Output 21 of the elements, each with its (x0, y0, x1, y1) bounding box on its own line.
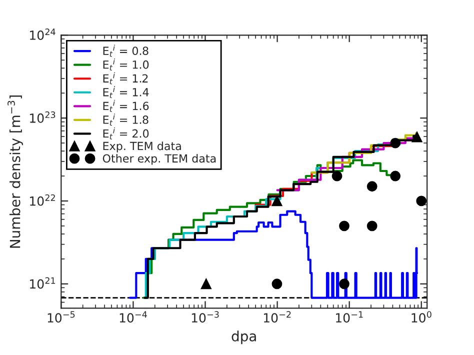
x-tick-label: 10$^{−1}$ (336, 311, 363, 323)
x-tick-label: 10$^{−4}$ (120, 311, 147, 323)
y-tick-label: 10$^{24}$ (30, 28, 56, 40)
legend-label: E$_{t}$$^{i}$ = 0.8 (103, 44, 148, 57)
x-axis-title: dpa (232, 330, 256, 344)
legend-label: E$_{t}$$^{i}$ = 1.0 (103, 58, 149, 70)
y-axis-title: Number density [m$^{−3}$] (8, 96, 23, 248)
legend-label: E$_{t}$$^{i}$ = 1.4 (103, 86, 149, 98)
legend-label: E$_{t}$$^{i}$ = 2.0 (103, 127, 149, 140)
legend-label: Other exp. TEM data (102, 154, 216, 165)
x-tick-label: 10$^{0}$ (412, 311, 432, 323)
legend-label: E$_{t}$$^{i}$ = 1.6 (103, 100, 149, 112)
x-tick-label: 10$^{−3}$ (192, 311, 219, 323)
legend-label: Exp. TEM data (103, 142, 181, 152)
y-tick-label: 10$^{21}$ (30, 277, 56, 289)
legend-label: E$_{t}$$^{i}$ = 1.2 (103, 72, 148, 84)
x-tick-label: 10$^{−2}$ (264, 311, 291, 323)
y-tick-label: 10$^{22}$ (30, 194, 55, 206)
x-tick-label: 10$^{−5}$ (48, 311, 75, 323)
y-tick-label: 10$^{23}$ (30, 111, 56, 123)
legend-label: E$_{t}$$^{i}$ = 1.8 (103, 114, 148, 126)
